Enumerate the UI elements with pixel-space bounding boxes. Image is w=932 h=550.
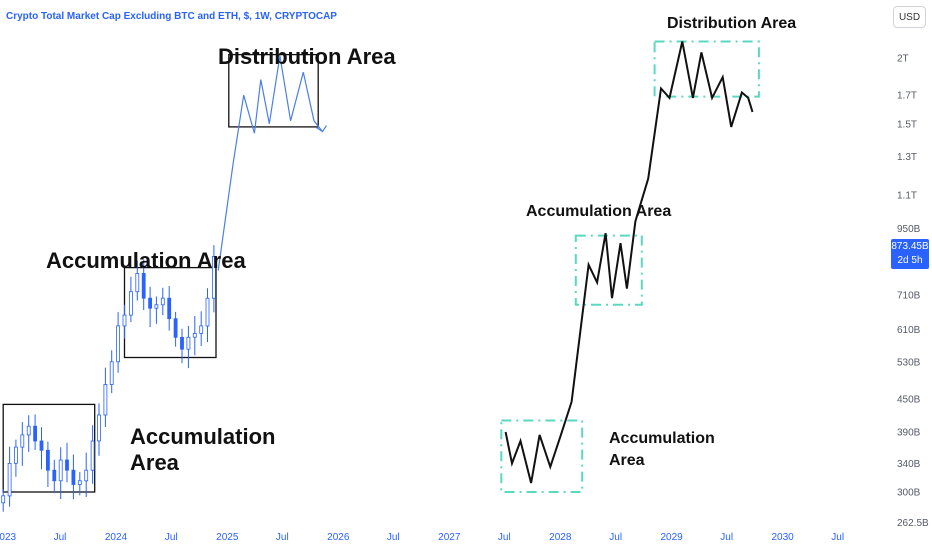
candle-body [180, 336, 184, 350]
candle-body [97, 414, 101, 442]
candle-body [186, 336, 191, 350]
x-tick-label: 2024 [105, 532, 128, 543]
annotation-label: Accumulation Area [46, 248, 246, 273]
y-tick-label: 300B [897, 488, 921, 499]
bar-countdown: 2d 5h [897, 255, 923, 266]
y-tick-label: 262.5B [897, 518, 929, 529]
candle-body [65, 459, 69, 471]
candle-body [52, 469, 57, 482]
candle-body [205, 297, 210, 327]
x-tick-label: 2028 [549, 532, 572, 543]
x-tick-label: 2026 [327, 532, 350, 543]
x-tick-label: Jul [720, 532, 733, 543]
x-axis[interactable]: 2023 Jul 2024 Jul 2025 Jul 2026 Jul 2027 Jul 2028 J… [0, 532, 844, 543]
candle-body [173, 318, 178, 338]
candle-body [192, 332, 197, 338]
y-tick-label: 340B [897, 459, 921, 470]
x-tick-label: Jul [165, 532, 178, 543]
candle-body [109, 361, 114, 385]
candle-body [77, 480, 82, 485]
candle-body [160, 297, 165, 306]
candle-body [211, 256, 216, 299]
x-tick-label: 2029 [660, 532, 683, 543]
last-price-value: 873.45B [891, 241, 929, 252]
x-tick-label: 2027 [438, 532, 461, 543]
x-tick-label: 2025 [216, 532, 239, 543]
x-tick-label: Jul [609, 532, 622, 543]
candle-body [199, 325, 204, 334]
candle-body [154, 304, 159, 309]
candle-body [58, 459, 63, 482]
y-tick-label: 1.5T [897, 119, 917, 130]
x-tick-label: 2023 [0, 532, 17, 543]
zone-box [574, 234, 643, 306]
annotation-label: Distribution Area [667, 15, 796, 32]
candle-body [122, 314, 127, 327]
candle-body [26, 425, 31, 436]
x-tick-label: 2030 [771, 532, 794, 543]
candle-body [90, 440, 95, 471]
projection-layer [217, 41, 754, 484]
projection-arrowhead [316, 125, 327, 133]
x-tick-label: Jul [387, 532, 400, 543]
candle-body [20, 434, 25, 448]
zone-box [653, 40, 760, 98]
last-price-tag: 873.45B 2d 5h [891, 239, 929, 269]
x-tick-label: Jul [831, 532, 844, 543]
y-tick-label: 1.3T [897, 152, 917, 163]
annotation-label: Distribution Area [218, 44, 396, 69]
x-tick-label: Jul [498, 532, 511, 543]
candle-body [84, 469, 89, 482]
candles-layer [1, 245, 216, 512]
y-tick-label: 1.1T [897, 190, 917, 201]
zone-box [228, 53, 319, 128]
zone-box [2, 403, 96, 493]
x-tick-label: Jul [54, 532, 67, 543]
currency-button[interactable]: USD [893, 6, 926, 28]
candle-body [148, 297, 153, 309]
annotation-label: Accumulation Area [526, 203, 671, 220]
candle-body [128, 291, 133, 316]
annotation-label: Accumulation Area [130, 424, 275, 475]
zone-box [500, 419, 584, 493]
annotation-label: Accumulation Area [609, 430, 715, 469]
candle-body [13, 446, 18, 464]
candle-body [71, 469, 76, 485]
candle-body [1, 495, 6, 504]
x-tick-label: Jul [276, 532, 289, 543]
candle-body [39, 440, 44, 451]
y-tick-label: 1.7T [897, 91, 917, 102]
candle-body [167, 297, 172, 320]
candle-body [103, 384, 108, 416]
y-tick-label: 950B [897, 224, 921, 235]
candle-body [46, 449, 50, 471]
candle-body [116, 325, 120, 363]
y-tick-label: 390B [897, 428, 921, 439]
projection-line-left [217, 55, 323, 271]
y-axis[interactable]: 2T 1.7T 1.5T 1.3T 1.1T 950B 710B 610B 530B 450B 39… [897, 54, 929, 530]
y-tick-label: 2T [897, 54, 909, 65]
candle-body [7, 462, 12, 497]
chart-title: Crypto Total Market Cap Excluding BTC an… [6, 11, 337, 22]
y-tick-label: 450B [897, 395, 921, 406]
projection-line-right [504, 41, 754, 484]
candle-body [135, 272, 140, 293]
y-tick-label: 530B [897, 357, 921, 368]
y-tick-label: 610B [897, 325, 921, 336]
candle-body [141, 272, 146, 299]
zones-layer [2, 40, 760, 493]
candle-body [33, 425, 37, 442]
y-tick-label: 710B [897, 290, 921, 301]
annotations-layer: Distribution Area Accumulation Area Accumu… [46, 15, 796, 475]
